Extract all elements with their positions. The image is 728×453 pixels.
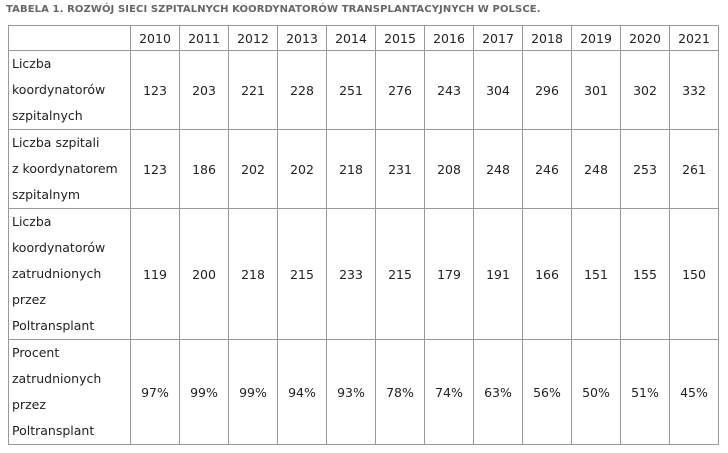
year-header: 2016 <box>424 25 474 51</box>
row-label-line: z koordynatorem <box>12 161 118 176</box>
table-row: Liczba szpitali z koordynatorem szpitalnym… <box>8 129 719 209</box>
value-cell: 94% <box>277 339 327 445</box>
value-cell: 243 <box>424 50 474 130</box>
row-label-line: koordynatorów <box>12 240 106 255</box>
row-label-line: przez <box>12 397 46 412</box>
value-cell: 208 <box>424 129 474 209</box>
value-cell: 186 <box>179 129 229 209</box>
row-label-line: Liczba szpitali <box>12 135 100 150</box>
year-header: 2018 <box>522 25 572 51</box>
row-label: Liczba koordynatorów szpitalnych <box>8 50 131 130</box>
year-header: 2020 <box>620 25 670 51</box>
value-cell: 78% <box>375 339 425 445</box>
row-label-line: szpitalnym <box>12 187 81 202</box>
value-cell: 150 <box>669 208 719 340</box>
value-cell: 302 <box>620 50 670 130</box>
value-cell: 56% <box>522 339 572 445</box>
value-cell: 251 <box>326 50 376 130</box>
value-cell: 99% <box>179 339 229 445</box>
value-cell: 51% <box>620 339 670 445</box>
corner-cell <box>8 25 131 51</box>
value-cell: 202 <box>277 129 327 209</box>
value-cell: 228 <box>277 50 327 130</box>
value-cell: 215 <box>375 208 425 340</box>
value-cell: 218 <box>326 129 376 209</box>
value-cell: 332 <box>669 50 719 130</box>
value-cell: 248 <box>473 129 523 209</box>
value-cell: 93% <box>326 339 376 445</box>
value-cell: 248 <box>571 129 621 209</box>
row-label-line: koordynatorów <box>12 82 106 97</box>
row-label-line: szpitalnych <box>12 108 83 123</box>
value-cell: 233 <box>326 208 376 340</box>
value-cell: 151 <box>571 208 621 340</box>
header-row: 2010 2011 2012 2013 2014 2015 2016 2017 2018 2019… <box>8 25 719 51</box>
value-cell: 218 <box>228 208 278 340</box>
year-header: 2021 <box>669 25 719 51</box>
value-cell: 231 <box>375 129 425 209</box>
value-cell: 203 <box>179 50 229 130</box>
value-cell: 74% <box>424 339 474 445</box>
year-header: 2014 <box>326 25 376 51</box>
value-cell: 191 <box>473 208 523 340</box>
row-label-line: Liczba <box>12 56 52 71</box>
value-cell: 123 <box>130 129 180 209</box>
value-cell: 123 <box>130 50 180 130</box>
row-label: Liczba koordynatorów zatrudnionych przez Pol… <box>8 208 131 340</box>
value-cell: 253 <box>620 129 670 209</box>
value-cell: 119 <box>130 208 180 340</box>
year-header: 2015 <box>375 25 425 51</box>
value-cell: 301 <box>571 50 621 130</box>
year-header: 2012 <box>228 25 278 51</box>
value-cell: 200 <box>179 208 229 340</box>
table-row: Liczba koordynatorów zatrudnionych przez Pol… <box>8 208 719 340</box>
row-label-line: zatrudnionych <box>12 371 102 386</box>
value-cell: 276 <box>375 50 425 130</box>
value-cell: 155 <box>620 208 670 340</box>
value-cell: 246 <box>522 129 572 209</box>
value-cell: 45% <box>669 339 719 445</box>
row-label: Liczba szpitali z koordynatorem szpitalnym <box>8 129 131 209</box>
table-title: TABELA 1. ROZWÓJ SIECI SZPITALNYCH KOORD… <box>6 4 541 15</box>
value-cell: 261 <box>669 129 719 209</box>
table: 2010 2011 2012 2013 2014 2015 2016 2017 2018 2019… <box>8 25 719 445</box>
row-label-line: zatrudnionych <box>12 266 102 281</box>
value-cell: 50% <box>571 339 621 445</box>
row-label-line: przez <box>12 292 46 307</box>
year-header: 2013 <box>277 25 327 51</box>
row-label-line: Poltransplant <box>12 318 95 333</box>
year-header: 2011 <box>179 25 229 51</box>
value-cell: 99% <box>228 339 278 445</box>
value-cell: 304 <box>473 50 523 130</box>
row-label: Procent zatrudnionych przez Poltransplant <box>8 339 131 445</box>
year-header: 2010 <box>130 25 180 51</box>
table-row: Procent zatrudnionych przez Poltransplant 97… <box>8 339 719 445</box>
row-label-line: Procent <box>12 345 60 360</box>
year-header: 2017 <box>473 25 523 51</box>
value-cell: 179 <box>424 208 474 340</box>
row-label-line: Poltransplant <box>12 423 95 438</box>
value-cell: 202 <box>228 129 278 209</box>
value-cell: 97% <box>130 339 180 445</box>
value-cell: 166 <box>522 208 572 340</box>
row-label-line: Liczba <box>12 214 52 229</box>
value-cell: 221 <box>228 50 278 130</box>
value-cell: 296 <box>522 50 572 130</box>
table-row: Liczba koordynatorów szpitalnych 123 203 221 2… <box>8 50 719 130</box>
value-cell: 215 <box>277 208 327 340</box>
value-cell: 63% <box>473 339 523 445</box>
year-header: 2019 <box>571 25 621 51</box>
